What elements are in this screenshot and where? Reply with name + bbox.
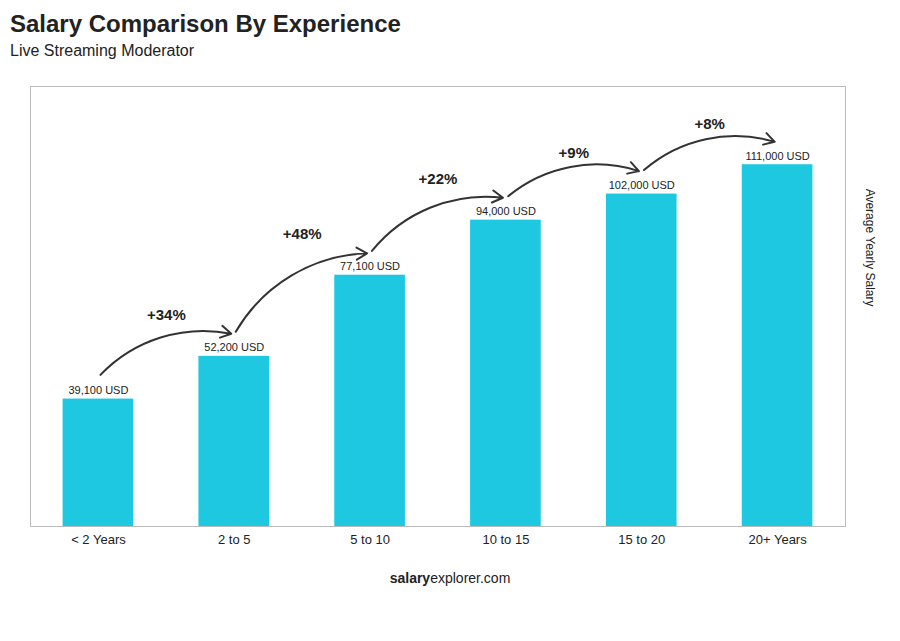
svg-text:15 to 20: 15 to 20: [618, 532, 665, 547]
svg-text:+22%: +22%: [419, 170, 458, 187]
svg-text:2 to 5: 2 to 5: [218, 532, 251, 547]
svg-text:20+ Years: 20+ Years: [748, 532, 807, 547]
svg-text:< 2 Years: < 2 Years: [71, 532, 126, 547]
svg-text:111,000 USD: 111,000 USD: [745, 150, 809, 162]
svg-text:94,000 USD: 94,000 USD: [476, 205, 536, 217]
svg-text:10 to 15: 10 to 15: [482, 532, 529, 547]
svg-text:52,200 USD: 52,200 USD: [204, 341, 264, 353]
svg-text:5 to 10: 5 to 10: [350, 532, 390, 547]
svg-text:77,100 USD: 77,100 USD: [340, 260, 400, 272]
html-text:Salary Comparison By Experienc: Salary Comparison By Experience: [10, 10, 401, 37]
html-text:Live Streaming Moderator: Live Streaming Moderator: [10, 42, 195, 59]
svg-text:+9%: +9%: [559, 144, 589, 161]
svg-text:39,100 USD: 39,100 USD: [68, 384, 128, 396]
svg-text:Average Yearly Salary: Average Yearly Salary: [863, 189, 877, 307]
html-text:salary explorer.com: salary explorer.com: [389, 570, 511, 586]
svg-text:+48%: +48%: [283, 225, 322, 242]
svg-text:102,000 USD: 102,000 USD: [609, 179, 675, 191]
svg-text:+8%: +8%: [694, 115, 724, 132]
svg-text:+34%: +34%: [147, 306, 186, 323]
